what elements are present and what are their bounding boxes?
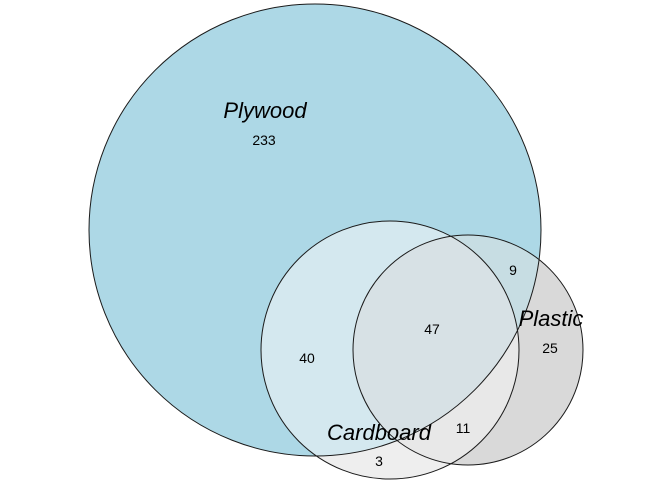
plywood-outline xyxy=(88,3,542,457)
plywood-only-count: 233 xyxy=(252,132,276,148)
plywood-cardboard-count: 40 xyxy=(299,350,315,366)
cardboard-plastic-count: 11 xyxy=(456,420,471,436)
plywood-plastic-count: 9 xyxy=(509,262,517,278)
cardboard-label: Cardboard xyxy=(327,420,432,445)
all-three-region xyxy=(353,235,519,456)
cardboard-only-count: 3 xyxy=(375,453,383,469)
all-three-count: 47 xyxy=(424,321,440,337)
cardboard-outline xyxy=(260,220,520,480)
plastic-outline xyxy=(352,234,584,466)
plastic-only-count: 25 xyxy=(542,340,558,356)
plywood-label: Plywood xyxy=(223,98,307,123)
plastic-label: Plastic xyxy=(519,306,584,331)
